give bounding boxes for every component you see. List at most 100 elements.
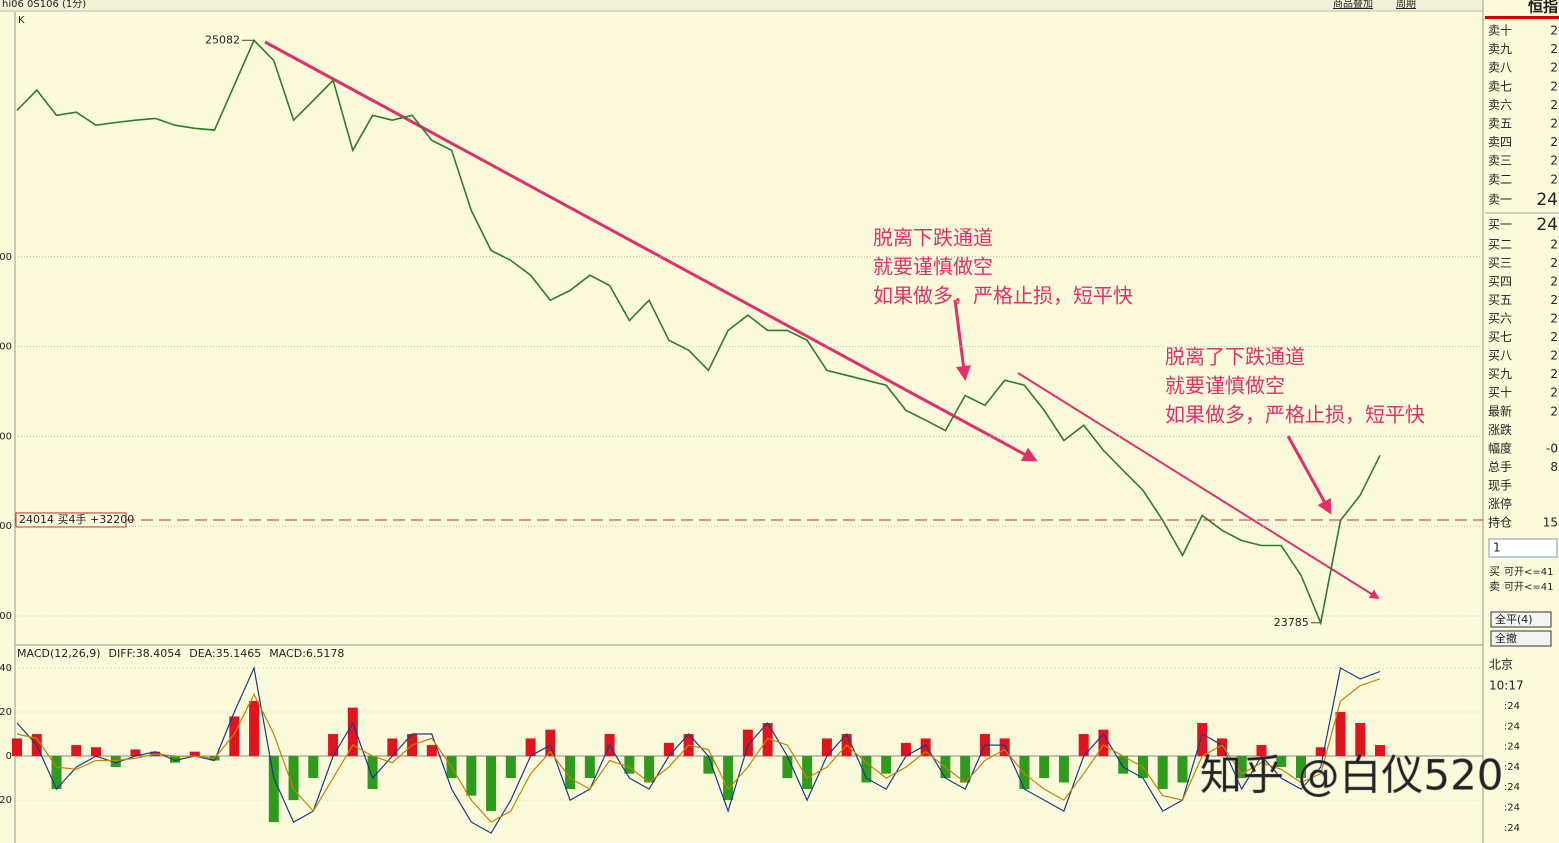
trend-line bbox=[264, 40, 1038, 462]
window-title: hi06 0S106 (1分) bbox=[2, 0, 86, 10]
tick-time: :24 bbox=[1504, 742, 1520, 753]
macd-bar bbox=[308, 756, 319, 779]
macd-bar bbox=[525, 738, 536, 757]
macd-bar bbox=[723, 756, 734, 801]
book-label: 买二 bbox=[1488, 238, 1512, 252]
book-label: 卖十 bbox=[1488, 24, 1512, 38]
book-label: 买十 bbox=[1488, 386, 1512, 400]
y-tick-label: 00 bbox=[0, 252, 12, 263]
macd-bar bbox=[1019, 756, 1030, 790]
macd-bar bbox=[1058, 756, 1069, 783]
book-value: 2 bbox=[1550, 367, 1558, 381]
book-value: 2 bbox=[1550, 330, 1558, 344]
y-tick-label: 0 bbox=[6, 751, 12, 762]
clock: 10:17 bbox=[1489, 679, 1524, 693]
macd-bar bbox=[91, 747, 102, 757]
close-all-button[interactable] bbox=[1490, 611, 1552, 628]
quantity-value: 1 bbox=[1493, 541, 1501, 555]
macd-bar bbox=[1098, 729, 1109, 757]
macd-legend: DIFF:38.4054 bbox=[109, 647, 182, 660]
book-label: 买八 bbox=[1488, 349, 1512, 363]
stat-value: 2 bbox=[1550, 405, 1558, 419]
trend-line bbox=[1017, 372, 1380, 600]
tick-time: :24 bbox=[1504, 762, 1520, 773]
macd-bar bbox=[802, 756, 813, 790]
macd-bar bbox=[782, 756, 793, 779]
order-side: 买 bbox=[1489, 565, 1500, 578]
macd-bar bbox=[1276, 756, 1287, 768]
tick-time: :24 bbox=[1504, 782, 1520, 793]
book-value: 24 bbox=[1536, 190, 1558, 210]
book-value: 2 bbox=[1550, 349, 1558, 363]
book-value: 2 bbox=[1550, 172, 1558, 186]
period-link[interactable]: 周期 bbox=[1396, 0, 1416, 10]
cancel-all-button[interactable] bbox=[1490, 630, 1552, 647]
book-value: 2 bbox=[1550, 42, 1558, 56]
macd-bar bbox=[486, 756, 497, 812]
high-label: 25082 bbox=[205, 33, 240, 46]
quantity-input[interactable] bbox=[1488, 538, 1558, 558]
book-value: 2 bbox=[1550, 135, 1558, 149]
annotation: 就要谨慎做空 bbox=[1165, 374, 1285, 398]
stat-value: 15 bbox=[1543, 516, 1558, 530]
tick-time: :24 bbox=[1504, 701, 1520, 712]
overlay-link[interactable]: 商品叠加 bbox=[1333, 0, 1373, 10]
macd-bar bbox=[960, 756, 971, 783]
y-tick-label: 20 bbox=[0, 795, 12, 806]
macd-bar bbox=[387, 738, 398, 757]
macd-bar bbox=[565, 756, 576, 790]
watermark: 知乎 @白仪520 bbox=[1200, 751, 1504, 800]
period-label: K bbox=[18, 15, 25, 26]
book-label: 买三 bbox=[1488, 256, 1512, 270]
book-label: 卖七 bbox=[1488, 79, 1512, 93]
tick-time: :24 bbox=[1504, 803, 1520, 814]
city: 北京 bbox=[1489, 658, 1513, 672]
macd-bar bbox=[51, 756, 62, 790]
annotation: 如果做多，严格止损，短平快 bbox=[873, 284, 1133, 308]
book-value: 2 bbox=[1550, 154, 1558, 168]
macd-bar bbox=[1295, 756, 1306, 779]
macd-bar bbox=[762, 723, 773, 757]
button-label: 全撤 bbox=[1495, 631, 1517, 645]
book-value: 2 bbox=[1550, 275, 1558, 289]
macd-bar bbox=[1256, 745, 1267, 757]
macd-bar bbox=[624, 756, 635, 774]
tick-time: :24 bbox=[1504, 721, 1520, 732]
macd-bar bbox=[545, 729, 556, 757]
macd-bar bbox=[367, 756, 378, 790]
book-label: 卖六 bbox=[1488, 98, 1512, 112]
title-bar bbox=[0, 0, 1483, 11]
price-line bbox=[16, 38, 1381, 626]
panel-title-bar bbox=[1485, 16, 1559, 19]
macd-bar bbox=[999, 738, 1010, 757]
macd-bar bbox=[881, 756, 892, 774]
stat-label: 幅度 bbox=[1488, 441, 1512, 456]
arrow bbox=[953, 299, 971, 381]
macd-bar bbox=[900, 742, 911, 757]
macd-bar bbox=[328, 734, 339, 757]
position-label: 24014 买4手 +32200 bbox=[19, 512, 134, 526]
book-label: 买一 bbox=[1488, 218, 1512, 232]
macd-bar bbox=[1335, 712, 1346, 757]
macd-bar bbox=[821, 738, 832, 757]
macd-bar bbox=[742, 729, 753, 757]
book-value: 2 bbox=[1550, 61, 1558, 75]
macd-bar bbox=[426, 745, 437, 757]
position-box bbox=[15, 512, 127, 528]
order-limit: 可开<=41 bbox=[1504, 567, 1553, 578]
book-label: 买四 bbox=[1488, 275, 1512, 289]
macd-bar bbox=[189, 751, 200, 757]
annotation: 如果做多，严格止损，短平快 bbox=[1165, 403, 1425, 427]
macd-bar bbox=[268, 756, 279, 823]
macd-bar bbox=[249, 701, 260, 757]
order-limit: 可开<=41 bbox=[1504, 582, 1553, 593]
macd-bar bbox=[347, 707, 358, 757]
book-label: 卖三 bbox=[1488, 154, 1512, 168]
macd-bar bbox=[861, 756, 872, 783]
macd-bar bbox=[288, 756, 299, 801]
book-label: 卖五 bbox=[1488, 117, 1512, 131]
book-label: 卖一 bbox=[1488, 193, 1512, 207]
macd-bar bbox=[466, 756, 477, 796]
book-value: 2 bbox=[1550, 386, 1558, 400]
